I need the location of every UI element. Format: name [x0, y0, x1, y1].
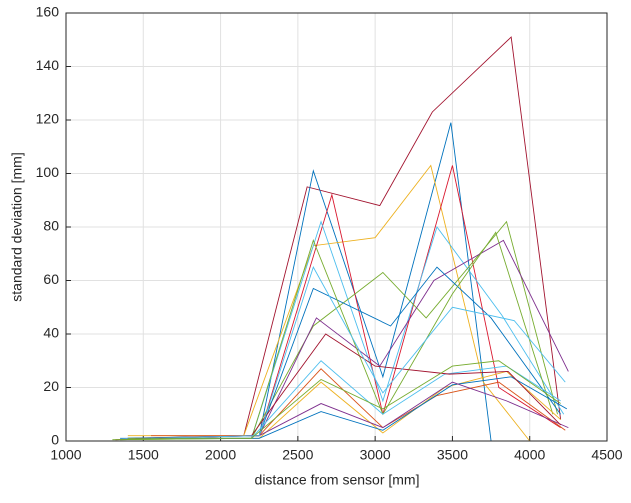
x-tick-label: 3500 [437, 447, 468, 463]
plot-frame [65, 12, 608, 442]
x-tick-label: 3000 [360, 447, 391, 463]
data-line [151, 265, 566, 439]
y-tick-label: 40 [43, 325, 59, 341]
x-tick-label: 4500 [591, 447, 622, 463]
data-line [158, 333, 561, 439]
data-line [135, 376, 568, 439]
x-tick-label: 4000 [514, 447, 545, 463]
x-tick-label: 1000 [50, 447, 81, 463]
y-tick-label: 60 [43, 271, 59, 287]
data-line [151, 368, 566, 437]
data-line [135, 239, 569, 439]
y-tick-label: 0 [51, 432, 59, 448]
data-line [127, 164, 531, 442]
y-tick-label: 120 [36, 111, 60, 127]
x-axis-label: distance from sensor [mm] [255, 472, 420, 488]
data-line [158, 370, 561, 439]
x-tick-label: 2000 [205, 447, 236, 463]
y-axis-label: standard deviation [mm] [9, 152, 25, 301]
y-tick-label: 160 [36, 4, 60, 20]
x-tick-label: 2500 [282, 447, 313, 463]
data-line [143, 360, 561, 439]
y-tick-label: 20 [43, 378, 59, 394]
y-tick-label: 100 [36, 164, 60, 180]
data-line [120, 220, 558, 441]
y-tick-label: 80 [43, 218, 59, 234]
data-line [127, 360, 561, 439]
data-line [143, 220, 565, 439]
x-tick-label: 1500 [128, 447, 159, 463]
y-tick-label: 140 [36, 57, 60, 73]
